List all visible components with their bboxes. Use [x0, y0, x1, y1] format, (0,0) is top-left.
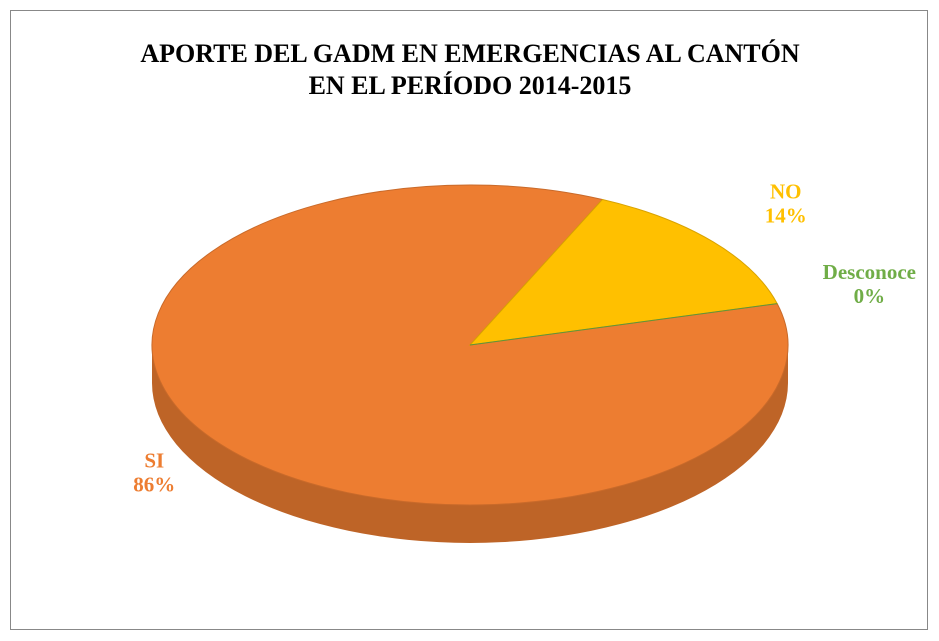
pie-slice — [469, 303, 778, 346]
data-label-category: SI — [144, 448, 164, 472]
data-label: NO 14% — [765, 180, 807, 228]
data-label: SI 86% — [133, 448, 175, 496]
chart-frame — [10, 10, 928, 630]
pie-slice — [468, 198, 778, 346]
data-label-category: Desconoce — [823, 260, 916, 284]
data-label-value: 86% — [133, 472, 175, 496]
chart-title: APORTE DEL GADM EN EMERGENCIAS AL CANTÓN… — [140, 39, 800, 100]
pie-slice-side — [152, 345, 788, 543]
data-label-value: 0% — [854, 284, 886, 308]
data-label-category: NO — [770, 180, 802, 204]
data-label: Desconoce 0% — [823, 260, 916, 308]
data-label-value: 14% — [765, 204, 807, 228]
